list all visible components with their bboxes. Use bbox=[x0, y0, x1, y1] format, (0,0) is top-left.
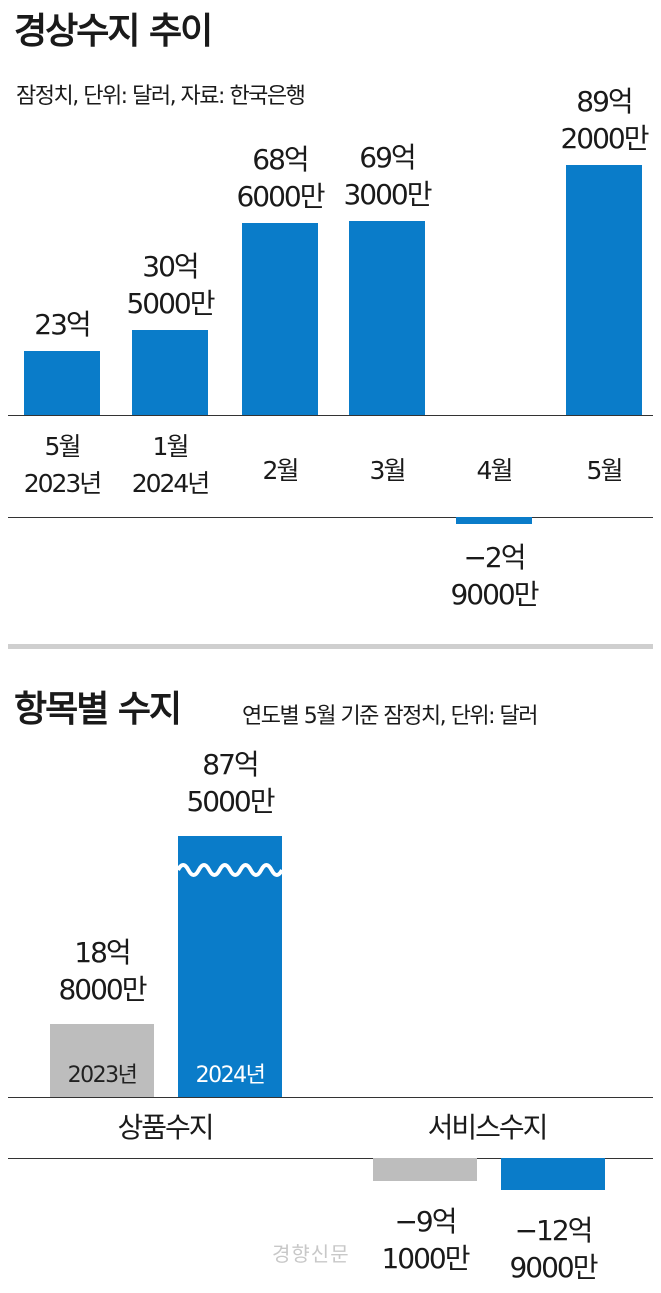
data-label-2024년-1-line1: −12억 bbox=[514, 1214, 594, 1248]
bar-2 bbox=[242, 222, 318, 415]
tick-label-5: 5월 bbox=[544, 452, 661, 489]
chart1-baseline-lower bbox=[8, 517, 653, 518]
data-label-2023년-0-line1: 18억 bbox=[74, 935, 131, 969]
data-label-1: 30억 5000만 bbox=[110, 248, 230, 322]
data-label-2024년-0: 87억 5000만 bbox=[170, 746, 290, 820]
tick-label-1-line1: 1월 bbox=[152, 432, 190, 461]
data-label-2-line2: 6000만 bbox=[236, 179, 325, 213]
tick-label-5-line1: 5월 bbox=[586, 456, 624, 485]
data-label-2023년-1: −9억 1000만 bbox=[365, 1203, 485, 1277]
tick-label-1: 1월 2024년 bbox=[110, 428, 230, 502]
chart1-title: 경상수지 추이 bbox=[14, 11, 213, 52]
bar-2023년-1 bbox=[373, 1158, 477, 1181]
bar-2024년-1 bbox=[501, 1158, 605, 1191]
watermark: 경향신문 bbox=[272, 1242, 350, 1266]
data-label-2024년-1-line2: 9000만 bbox=[509, 1251, 598, 1285]
tick-label-2-line1: 2월 bbox=[262, 456, 300, 485]
axis-break-wave-path bbox=[178, 863, 282, 877]
tick-label-0-line2: 2023년 bbox=[23, 469, 103, 498]
bar-1 bbox=[132, 329, 208, 415]
data-label-5: 89억 2000만 bbox=[544, 83, 661, 157]
bar-4 bbox=[456, 517, 532, 524]
chart2-baseline-upper bbox=[8, 1097, 653, 1098]
category-label-1: 서비스수지 bbox=[427, 1111, 549, 1144]
data-label-2024년-0-line1: 87억 bbox=[202, 748, 259, 781]
chart1-subtitle: 잠정치, 단위: 달러, 자료: 한국은행 bbox=[16, 84, 306, 109]
series-label-2023년: 2023년 bbox=[67, 1063, 138, 1088]
tick-label-4: 4월 bbox=[434, 452, 554, 489]
data-label-5-line2: 2000만 bbox=[560, 122, 649, 156]
data-label-4-line1: −2억 bbox=[463, 541, 526, 574]
bar-0 bbox=[24, 350, 100, 415]
data-label-3: 69억 3000만 bbox=[327, 139, 447, 213]
chart2-title: 항목별 수지 bbox=[14, 689, 182, 730]
bar-5 bbox=[566, 165, 642, 415]
data-label-2: 68억 6000만 bbox=[220, 141, 340, 215]
data-label-2023년-1-line1: −9억 bbox=[394, 1204, 457, 1238]
data-label-2023년-0-line2: 8000만 bbox=[58, 972, 147, 1006]
chart2-subtitle: 연도별 5월 기준 잠정치, 단위: 달러 bbox=[242, 704, 539, 729]
data-label-2023년-0: 18억 8000만 bbox=[42, 934, 162, 1008]
chart1-baseline-upper bbox=[8, 415, 653, 416]
series-label-2024년: 2024년 bbox=[195, 1063, 266, 1088]
bar-2023년-0 bbox=[50, 1023, 154, 1097]
tick-label-3: 3월 bbox=[327, 452, 447, 489]
data-label-2024년-1: −12억 9000만 bbox=[493, 1212, 613, 1286]
data-label-2023년-1-line2: 1000만 bbox=[381, 1241, 470, 1275]
tick-label-2: 2월 bbox=[220, 452, 340, 489]
section-divider bbox=[8, 644, 653, 649]
data-label-2024년-0-line2: 5000만 bbox=[186, 785, 275, 818]
data-label-0: 23억 bbox=[2, 306, 122, 343]
data-label-2-line1: 68억 bbox=[252, 142, 309, 176]
data-label-1-line2: 5000만 bbox=[126, 286, 215, 320]
data-label-1-line1: 30억 bbox=[142, 249, 199, 283]
tick-label-0-line1: 5월 bbox=[44, 432, 82, 461]
data-label-4: −2억 9000만 bbox=[434, 539, 554, 613]
data-label-0-line1: 23억 bbox=[34, 307, 91, 341]
bar-2024년-0 bbox=[178, 836, 282, 1097]
data-label-3-line1: 69억 bbox=[359, 140, 416, 174]
tick-label-1-line2: 2024년 bbox=[131, 469, 211, 498]
axis-break-wave bbox=[178, 863, 282, 877]
tick-label-0: 5월 2023년 bbox=[2, 428, 122, 502]
data-label-5-line1: 89억 bbox=[576, 85, 633, 119]
data-label-4-line2: 9000만 bbox=[450, 578, 539, 611]
category-label-0: 상품수지 bbox=[117, 1111, 214, 1144]
data-label-3-line2: 3000만 bbox=[343, 177, 432, 211]
chart2-baseline-lower bbox=[8, 1158, 653, 1159]
bar-3 bbox=[349, 220, 425, 415]
tick-label-3-line1: 3월 bbox=[369, 456, 407, 485]
tick-label-4-line1: 4월 bbox=[476, 456, 514, 485]
